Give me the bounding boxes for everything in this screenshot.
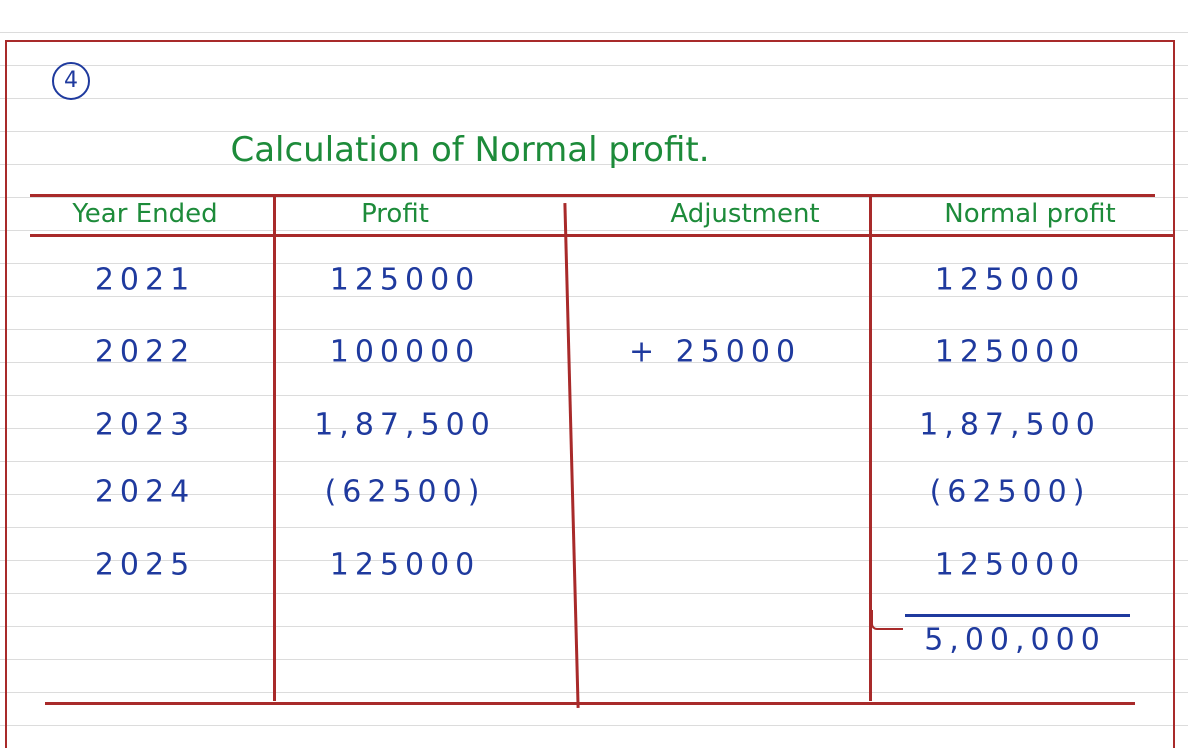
total: 5,00,000 bbox=[924, 622, 1106, 658]
cell-normal-profit: 125000 bbox=[934, 262, 1086, 298]
cell-adjustment: + 25000 bbox=[628, 334, 802, 370]
header-rule-top bbox=[30, 194, 1155, 197]
column-rule bbox=[869, 196, 872, 701]
title: Calculation of Normal profit. bbox=[230, 130, 710, 170]
cell-normal-profit: 125000 bbox=[934, 334, 1086, 370]
cell-profit: 125000 bbox=[329, 262, 481, 298]
cell-profit: (62500) bbox=[324, 474, 486, 510]
column-header: Adjustment bbox=[670, 199, 820, 229]
column-header: Year Ended bbox=[72, 199, 218, 229]
cell-year: 2021 bbox=[94, 262, 196, 298]
column-rule bbox=[563, 203, 580, 708]
column-rule bbox=[273, 196, 276, 701]
cell-profit: 100000 bbox=[329, 334, 481, 370]
marker: 4 bbox=[52, 62, 90, 100]
cell-normal-profit: (62500) bbox=[929, 474, 1091, 510]
total-bracket bbox=[871, 610, 903, 630]
cell-normal-profit: 1,87,500 bbox=[919, 407, 1101, 443]
header-rule-bottom bbox=[30, 234, 1175, 237]
column-header: Normal profit bbox=[944, 199, 1116, 229]
bottom-rule bbox=[45, 702, 1135, 705]
border-left bbox=[5, 40, 7, 748]
cell-year: 2025 bbox=[94, 547, 196, 583]
cell-year: 2023 bbox=[94, 407, 196, 443]
border-top bbox=[5, 40, 1175, 42]
border-right bbox=[1173, 40, 1175, 748]
cell-profit: 1,87,500 bbox=[314, 407, 496, 443]
cell-normal-profit: 125000 bbox=[934, 547, 1086, 583]
cell-year: 2024 bbox=[94, 474, 196, 510]
total-rule bbox=[905, 614, 1130, 617]
cell-year: 2022 bbox=[94, 334, 196, 370]
column-header: Profit bbox=[361, 199, 429, 229]
cell-profit: 125000 bbox=[329, 547, 481, 583]
